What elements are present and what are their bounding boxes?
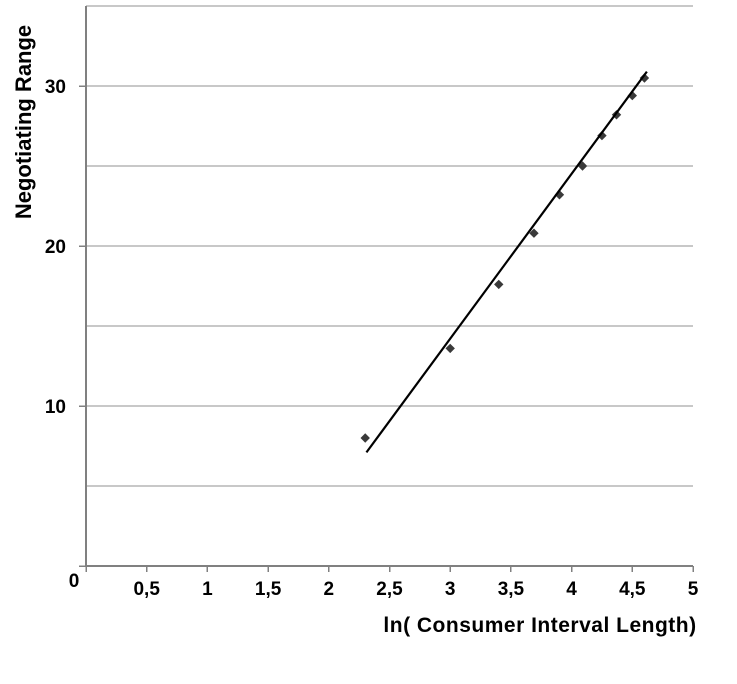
x-tick-label: 3,5 [498, 579, 525, 600]
data-point-diamond [639, 73, 650, 83]
data-point-diamond [611, 110, 622, 120]
data-point-diamond [597, 130, 607, 141]
data-point-diamond [529, 228, 539, 238]
x-tick-label: 5 [688, 579, 699, 600]
x-tick-label: 3 [445, 579, 456, 600]
x-axis-title: ln( Consumer Interval Length) [383, 614, 696, 637]
gridlines-group [86, 5, 693, 487]
data-point-diamond [627, 90, 637, 101]
series-group [360, 70, 650, 454]
trendline [365, 70, 648, 454]
origin-zero-label: 0 [69, 571, 80, 592]
x-tick-label: 1 [202, 579, 213, 600]
y-tick-label: 30 [45, 77, 66, 98]
data-point-diamond [494, 279, 504, 290]
y-tick-label: 10 [45, 397, 66, 418]
tick-marks-group [79, 85, 694, 572]
data-point-diamond [445, 343, 455, 354]
tick-labels-group: 0,5 1 1,5 2 2,5 3 3,5 4 4,5 5 10 20 30 [45, 77, 699, 600]
axes-group [85, 6, 693, 567]
x-tick-label: 0,5 [133, 579, 160, 600]
x-tick-label: 1,5 [255, 579, 282, 600]
data-point-diamond [360, 433, 370, 443]
x-tick-label: 2 [324, 579, 335, 600]
data-point-diamond [554, 190, 565, 200]
x-tick-label: 4,5 [619, 579, 646, 600]
x-tick-label: 4 [566, 579, 577, 600]
x-tick-label: 2,5 [376, 579, 403, 600]
y-axis-title: Negotiating Range [11, 25, 36, 219]
y-tick-label: 20 [45, 237, 66, 258]
